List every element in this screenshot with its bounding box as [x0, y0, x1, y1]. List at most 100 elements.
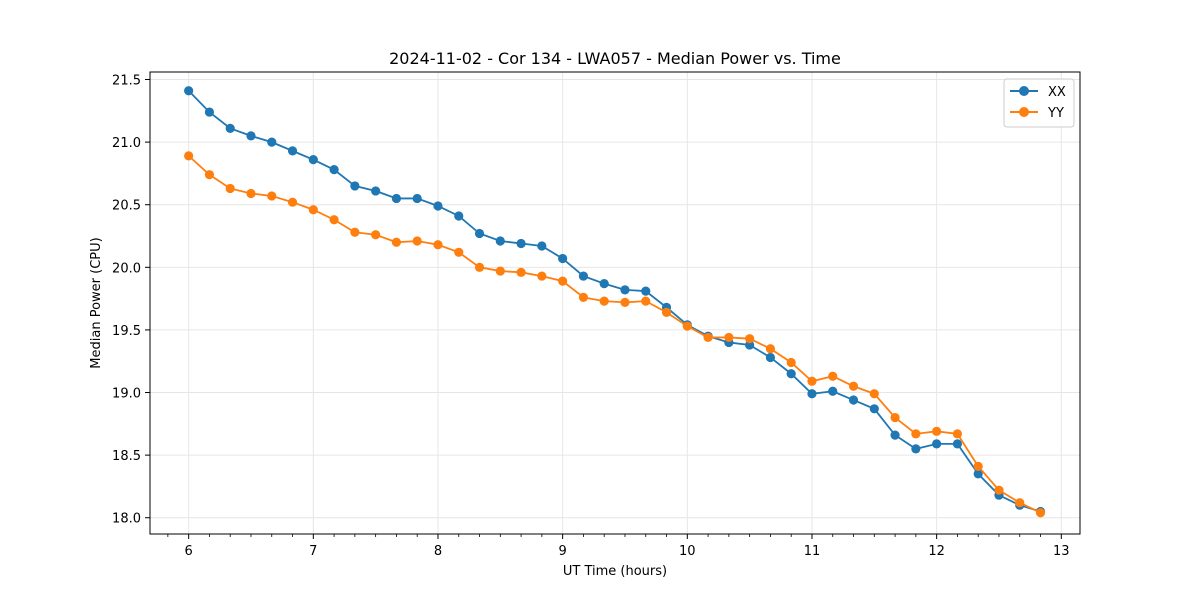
- data-point-xx: [267, 137, 277, 147]
- data-point-xx: [558, 253, 568, 264]
- plot-frame: [149, 71, 1081, 535]
- data-point-yy: [703, 332, 713, 343]
- data-point-yy: [661, 307, 672, 317]
- data-point-yy: [869, 389, 879, 399]
- data-point-xx: [620, 285, 630, 295]
- data-point-xx: [495, 236, 505, 246]
- x-tick-label: 7: [309, 544, 317, 559]
- data-point-yy: [412, 236, 422, 246]
- data-point-yy: [371, 230, 381, 240]
- x-tick-label: 10: [679, 544, 696, 559]
- data-point-xx: [828, 386, 838, 396]
- x-axis-label: UT Time (hours): [563, 564, 667, 579]
- data-point-xx: [932, 439, 942, 449]
- data-point-yy: [329, 215, 339, 225]
- data-point-xx: [412, 193, 422, 204]
- data-point-yy: [225, 183, 235, 194]
- x-tick-label: 13: [1053, 544, 1070, 559]
- legend-label-yy: YY: [1047, 106, 1064, 121]
- data-point-yy: [973, 461, 983, 471]
- data-point-yy: [474, 262, 485, 272]
- data-point-xx: [869, 404, 879, 414]
- data-point-yy: [433, 240, 443, 250]
- data-point-xx: [911, 444, 921, 454]
- data-point-xx: [371, 186, 381, 196]
- y-tick-label: 18.0: [112, 512, 141, 527]
- data-point-yy: [558, 276, 568, 286]
- axis-ticks: 6 7 8 9 10 11 12 13 18.0 18.5 19.0 19.5 20.0 20.5 21.0…: [112, 74, 1070, 559]
- data-point-yy: [1015, 498, 1025, 508]
- data-point-yy: [641, 296, 651, 306]
- data-point-yy: [1035, 508, 1046, 518]
- data-point-yy: [765, 344, 776, 354]
- data-point-yy: [350, 227, 360, 237]
- data-point-xx: [454, 211, 464, 221]
- data-point-xx: [537, 241, 547, 251]
- data-point-xx: [287, 146, 298, 156]
- data-point-xx: [433, 201, 443, 211]
- data-point-yy: [495, 266, 505, 276]
- data-point-xx: [641, 286, 651, 296]
- y-tick-label: 21.5: [112, 74, 141, 89]
- x-tick-label: 11: [804, 544, 821, 559]
- data-point-yy: [246, 188, 256, 199]
- data-point-yy: [599, 296, 609, 306]
- data-point-xx: [890, 430, 900, 440]
- data-point-yy: [682, 321, 692, 331]
- y-tick-label: 19.5: [112, 324, 141, 339]
- data-point-xx: [952, 439, 963, 449]
- data-point-yy: [287, 197, 298, 207]
- y-axis-label: Median Power (CPU): [89, 237, 104, 368]
- data-point-yy: [578, 292, 589, 302]
- legend: XX YY: [1003, 78, 1075, 128]
- data-point-yy: [786, 357, 796, 368]
- data-point-yy: [890, 412, 900, 423]
- data-point-xx: [225, 123, 235, 133]
- x-tick-label: 12: [928, 544, 945, 559]
- data-point-xx: [329, 165, 339, 175]
- legend-marker-xx: [1019, 86, 1029, 96]
- chart-title: 2024-11-02 - Cor 134 - LWA057 - Median P…: [389, 49, 841, 68]
- data-point-xx: [184, 86, 194, 96]
- data-point-xx: [807, 389, 817, 399]
- data-point-xx: [474, 228, 485, 239]
- data-point-xx: [308, 155, 318, 165]
- legend-label-xx: XX: [1048, 85, 1066, 100]
- data-point-yy: [848, 381, 859, 391]
- y-tick-label: 21.0: [112, 136, 141, 151]
- data-point-xx: [599, 278, 609, 289]
- data-point-yy: [807, 376, 817, 386]
- data-point-yy: [620, 297, 630, 307]
- data-point-yy: [911, 429, 921, 439]
- data-point-yy: [267, 191, 277, 201]
- data-point-yy: [724, 332, 734, 343]
- data-point-xx: [578, 271, 589, 281]
- data-point-xx: [391, 193, 402, 204]
- data-point-yy: [537, 271, 547, 281]
- y-tick-label: 18.5: [112, 449, 141, 464]
- data-point-yy: [828, 371, 838, 381]
- data-point-yy: [516, 267, 526, 277]
- data-point-yy: [184, 151, 194, 161]
- data-point-xx: [786, 369, 796, 379]
- data-point-yy: [454, 247, 464, 257]
- data-point-yy: [994, 485, 1004, 495]
- data-point-yy: [204, 170, 215, 180]
- data-point-yy: [952, 429, 963, 439]
- y-tick-label: 20.5: [112, 199, 141, 214]
- data-point-xx: [246, 131, 256, 141]
- x-tick-label: 9: [559, 544, 567, 559]
- grid-lines: [150, 72, 1080, 534]
- data-point-yy: [391, 237, 402, 247]
- data-point-yy: [308, 205, 318, 215]
- x-tick-label: 8: [434, 544, 442, 559]
- legend-marker-yy: [1019, 107, 1029, 117]
- data-point-xx: [848, 395, 859, 405]
- data-point-xx: [516, 238, 526, 249]
- data-point-xx: [973, 469, 983, 479]
- series-layer: [184, 86, 1046, 518]
- y-tick-label: 19.0: [112, 387, 141, 402]
- y-tick-label: 20.0: [112, 261, 141, 276]
